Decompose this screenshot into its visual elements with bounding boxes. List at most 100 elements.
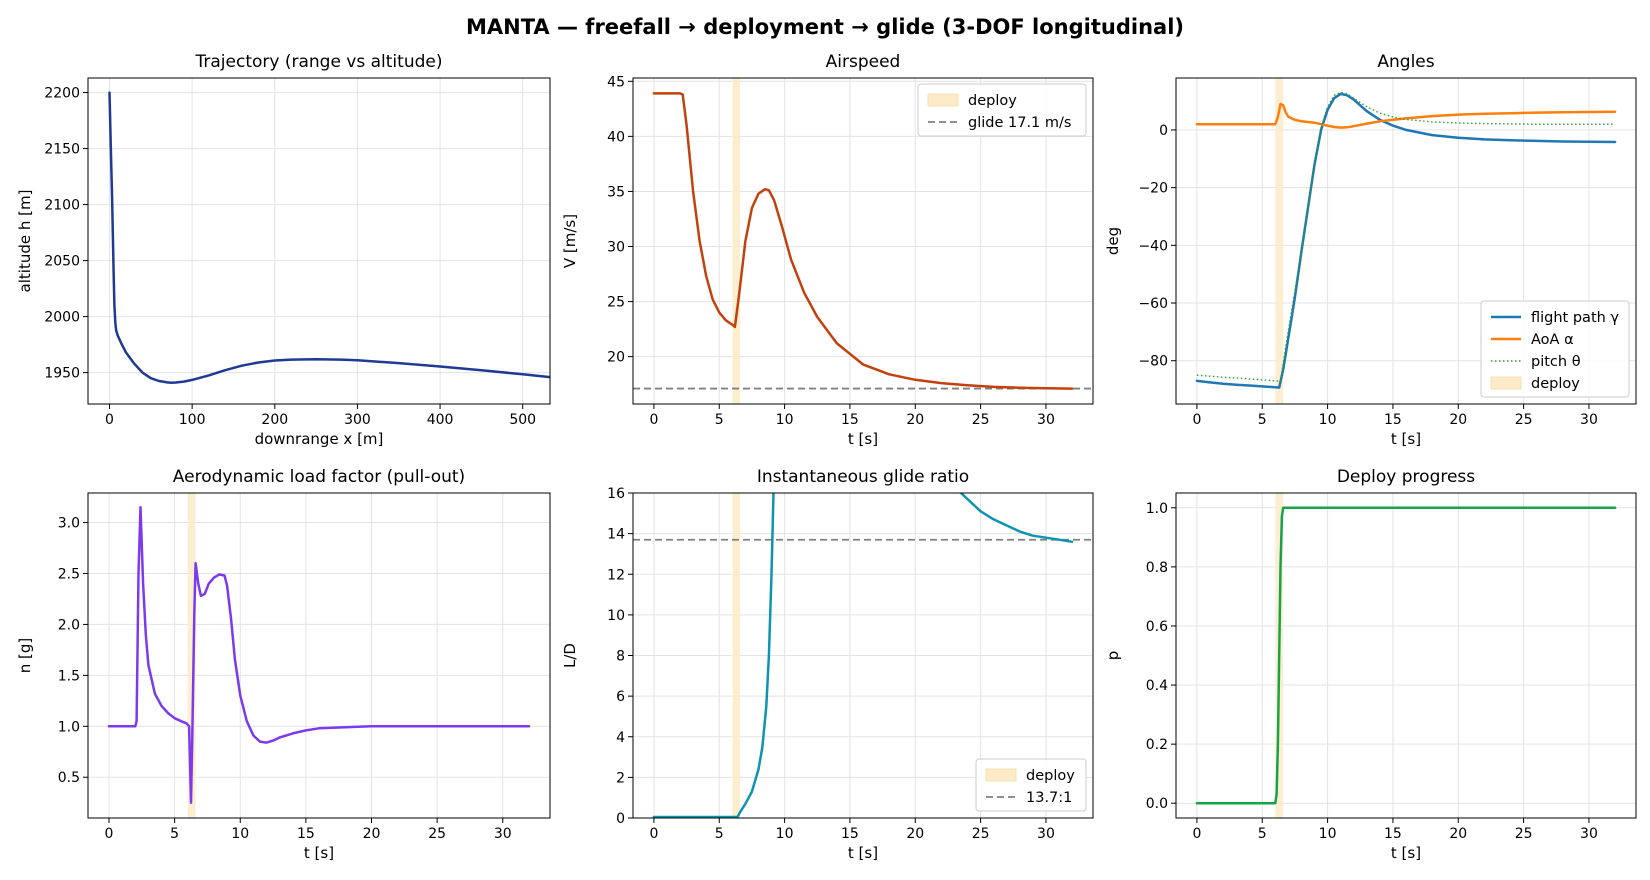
x-tick-label: 10 (776, 826, 794, 842)
x-tick-label: 25 (1515, 826, 1533, 842)
plot-area (108, 91, 550, 384)
deploy-band (1275, 78, 1284, 404)
legend-label: deploy (1026, 768, 1075, 784)
x-axis-label: t [s] (848, 844, 878, 862)
x-tick-label: 0 (1192, 412, 1201, 428)
chart-trajectory: Trajectory (range vs altitude) 0 100 200 300… (16, 52, 551, 448)
y-tick-label: 3.0 (58, 516, 80, 532)
legend-label: AoA α (1531, 332, 1574, 348)
x-tick-label: 15 (841, 826, 859, 842)
x-tick-label: 30 (1037, 412, 1055, 428)
legend: deploy 13.7:1 (975, 758, 1087, 812)
y-tick-label: 8 (616, 649, 625, 665)
y-axis-label: n [g] (16, 638, 34, 674)
x-tick-label: 0 (105, 412, 114, 428)
x-tick-label: 20 (1449, 412, 1467, 428)
series-line-1 (959, 493, 1074, 544)
legend-box (917, 83, 1087, 137)
x-tick-label: 5 (715, 412, 724, 428)
x-tick-label: 25 (972, 412, 990, 428)
deploy-band (732, 493, 741, 818)
x-tick-label: 10 (1319, 412, 1337, 428)
legend-label: 13.7:1 (1026, 790, 1072, 806)
chart-title: Instantaneous glide ratio (757, 467, 969, 487)
x-tick-label: 20 (1449, 826, 1467, 842)
series-line-0 (652, 92, 1074, 390)
y-tick-label: −80 (1138, 354, 1168, 370)
chart-grid: Trajectory (range vs altitude)0 100 200 300… (16, 52, 1637, 862)
x-tick-label: 15 (1384, 412, 1402, 428)
x-tick-label: 25 (1515, 412, 1533, 428)
plot-area (107, 493, 531, 818)
x-tick-label: 30 (1580, 826, 1598, 842)
x-tick-label: 20 (906, 412, 924, 428)
axes-frame (632, 77, 1094, 405)
ticks: 0 5 10 15 20 25 30 20 25 30 35 40 45 (607, 74, 1055, 428)
x-axis-label: t [s] (1391, 430, 1421, 448)
series-line-0 (652, 493, 775, 818)
x-tick-label: 10 (1319, 826, 1337, 842)
grid (88, 493, 550, 818)
axes-frame (1175, 492, 1637, 819)
y-tick-label: 0.0 (1146, 796, 1168, 812)
ticks: 0 100 200 300 400 500 1950 2000 2050 2100 2150 2200 (44, 86, 536, 428)
y-tick-label: 20 (607, 350, 625, 366)
x-axis-label: t [s] (304, 844, 334, 862)
grid (1176, 493, 1636, 818)
x-tick-label: 20 (363, 826, 381, 842)
deploy-band (187, 493, 196, 818)
legend-label: glide 17.1 m/s (968, 115, 1071, 131)
legend: deploy glide 17.1 m/s (917, 83, 1087, 137)
deploy-band (732, 78, 741, 404)
y-tick-label: 45 (607, 74, 625, 90)
figure-title: MANTA — freefall → deployment → glide (3… (466, 15, 1184, 39)
y-axis-label: altitude h [m] (16, 190, 34, 293)
y-tick-label: 14 (607, 527, 625, 543)
x-tick-label: 5 (170, 826, 179, 842)
x-tick-label: 400 (427, 412, 454, 428)
series-line-0 (108, 91, 550, 384)
legend-swatch-deploy (1490, 376, 1522, 390)
y-tick-label: 0.5 (58, 770, 80, 786)
legend-label: deploy (1531, 376, 1580, 392)
x-tick-label: 15 (297, 826, 315, 842)
series-line-flight (1195, 92, 1617, 389)
x-tick-label: 0 (1192, 826, 1201, 842)
y-tick-label: 0 (1159, 123, 1168, 139)
legend-box (1480, 300, 1630, 398)
x-axis-label: t [s] (848, 430, 878, 448)
chart-glide_ratio: Instantaneous glide ratio 0 5 10 15 20 25 30 0 2 4… (561, 467, 1094, 862)
series-line-0 (1195, 506, 1617, 805)
y-tick-label: 2 (616, 770, 625, 786)
y-tick-label: 35 (607, 184, 625, 200)
y-axis-label: p (1104, 651, 1122, 661)
x-tick-label: 30 (1037, 826, 1055, 842)
chart-title: Angles (1377, 52, 1434, 72)
chart-title: Deploy progress (1337, 467, 1475, 487)
y-tick-label: 1.0 (1146, 501, 1168, 517)
y-tick-label: 1.5 (58, 668, 80, 684)
x-tick-label: 200 (261, 412, 288, 428)
x-tick-label: 10 (231, 826, 249, 842)
x-tick-label: 15 (841, 412, 859, 428)
x-tick-label: 15 (1384, 826, 1402, 842)
x-tick-label: 20 (906, 826, 924, 842)
x-axis-label: t [s] (1391, 844, 1421, 862)
x-axis-label: downrange x [m] (255, 430, 384, 448)
legend-label: deploy (968, 93, 1017, 109)
y-tick-label: 0.6 (1146, 619, 1168, 635)
y-tick-label: −20 (1138, 181, 1168, 197)
chart-title: Aerodynamic load factor (pull-out) (173, 467, 465, 487)
series-line-0 (107, 506, 531, 804)
y-tick-label: 30 (607, 240, 625, 256)
y-tick-label: 2100 (44, 198, 80, 214)
y-tick-label: −60 (1138, 296, 1168, 312)
legend-swatch-deploy (985, 768, 1017, 782)
y-tick-label: 2.0 (58, 617, 80, 633)
y-tick-label: 0.4 (1146, 678, 1168, 694)
axes-frame (87, 492, 551, 819)
y-axis-label: V [m/s] (561, 214, 579, 268)
x-tick-label: 30 (494, 826, 512, 842)
